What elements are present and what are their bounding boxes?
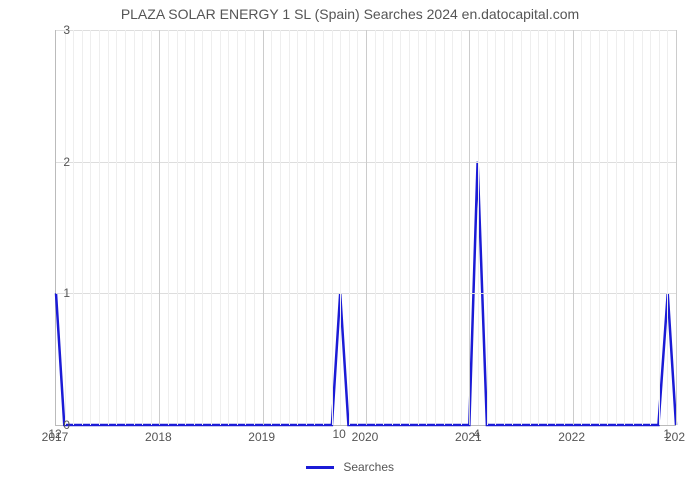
gridline-v xyxy=(280,30,281,425)
data-label: 1 xyxy=(663,427,670,441)
gridline-v xyxy=(599,30,600,425)
gridline-v xyxy=(168,30,169,425)
gridline-v xyxy=(573,30,574,425)
gridline-v xyxy=(220,30,221,425)
gridline-v xyxy=(616,30,617,425)
gridline-v xyxy=(487,30,488,425)
gridline-v xyxy=(530,30,531,425)
plot-area xyxy=(55,30,676,426)
gridline-v xyxy=(177,30,178,425)
gridline-v xyxy=(512,30,513,425)
legend-label: Searches xyxy=(343,460,394,474)
gridline-v xyxy=(504,30,505,425)
gridline-v xyxy=(461,30,462,425)
gridline-v xyxy=(65,30,66,425)
gridline-v xyxy=(194,30,195,425)
data-label: 12 xyxy=(48,427,61,441)
gridline-v xyxy=(245,30,246,425)
data-label: 10 xyxy=(332,427,345,441)
gridline-v xyxy=(134,30,135,425)
gridline-v xyxy=(375,30,376,425)
gridline-v xyxy=(228,30,229,425)
gridline-v xyxy=(555,30,556,425)
legend: Searches xyxy=(0,460,700,474)
gridline-v xyxy=(263,30,264,425)
ytick-label: 2 xyxy=(40,155,70,169)
gridline-v xyxy=(297,30,298,425)
gridline-v xyxy=(185,30,186,425)
gridline-v xyxy=(366,30,367,425)
gridline-v xyxy=(400,30,401,425)
gridline-v xyxy=(159,30,160,425)
gridline-v xyxy=(82,30,83,425)
gridline-v xyxy=(392,30,393,425)
gridline-v xyxy=(383,30,384,425)
gridline-v xyxy=(125,30,126,425)
gridline-v xyxy=(73,30,74,425)
gridline-v xyxy=(521,30,522,425)
gridline-v xyxy=(607,30,608,425)
gridline-v xyxy=(340,30,341,425)
gridline-v xyxy=(642,30,643,425)
chart-title: PLAZA SOLAR ENERGY 1 SL (Spain) Searches… xyxy=(0,6,700,22)
gridline-v xyxy=(650,30,651,425)
chart-container: PLAZA SOLAR ENERGY 1 SL (Spain) Searches… xyxy=(0,0,700,500)
gridline-v xyxy=(332,30,333,425)
xtick-label: 2019 xyxy=(248,430,275,444)
gridline-v xyxy=(409,30,410,425)
gridline-v xyxy=(624,30,625,425)
gridline-v xyxy=(151,30,152,425)
gridline-v xyxy=(667,30,668,425)
xtick-label: 2022 xyxy=(558,430,585,444)
gridline-v xyxy=(547,30,548,425)
gridline-v xyxy=(237,30,238,425)
gridline-v xyxy=(116,30,117,425)
gridline-v xyxy=(306,30,307,425)
gridline-v xyxy=(564,30,565,425)
gridline-v xyxy=(211,30,212,425)
xtick-label: 2018 xyxy=(145,430,172,444)
data-label: 4 xyxy=(473,427,480,441)
gridline-v xyxy=(357,30,358,425)
gridline-v xyxy=(142,30,143,425)
gridline-v xyxy=(495,30,496,425)
gridline-v xyxy=(202,30,203,425)
gridline-v xyxy=(426,30,427,425)
gridline-v xyxy=(538,30,539,425)
gridline-v xyxy=(469,30,470,425)
gridline-v xyxy=(676,30,677,425)
gridline-v xyxy=(99,30,100,425)
gridline-v xyxy=(289,30,290,425)
gridline-v xyxy=(349,30,350,425)
gridline-v xyxy=(590,30,591,425)
legend-swatch xyxy=(306,466,334,469)
xtick-label: 2020 xyxy=(352,430,379,444)
gridline-v xyxy=(452,30,453,425)
gridline-v xyxy=(323,30,324,425)
gridline-v xyxy=(271,30,272,425)
gridline-v xyxy=(254,30,255,425)
gridline-v xyxy=(633,30,634,425)
gridline-v xyxy=(444,30,445,425)
gridline-v xyxy=(435,30,436,425)
gridline-v xyxy=(581,30,582,425)
gridline-v xyxy=(659,30,660,425)
gridline-v xyxy=(90,30,91,425)
gridline-v xyxy=(314,30,315,425)
gridline-v xyxy=(108,30,109,425)
ytick-label: 3 xyxy=(40,23,70,37)
ytick-label: 1 xyxy=(40,286,70,300)
gridline-v xyxy=(418,30,419,425)
gridline-v xyxy=(478,30,479,425)
